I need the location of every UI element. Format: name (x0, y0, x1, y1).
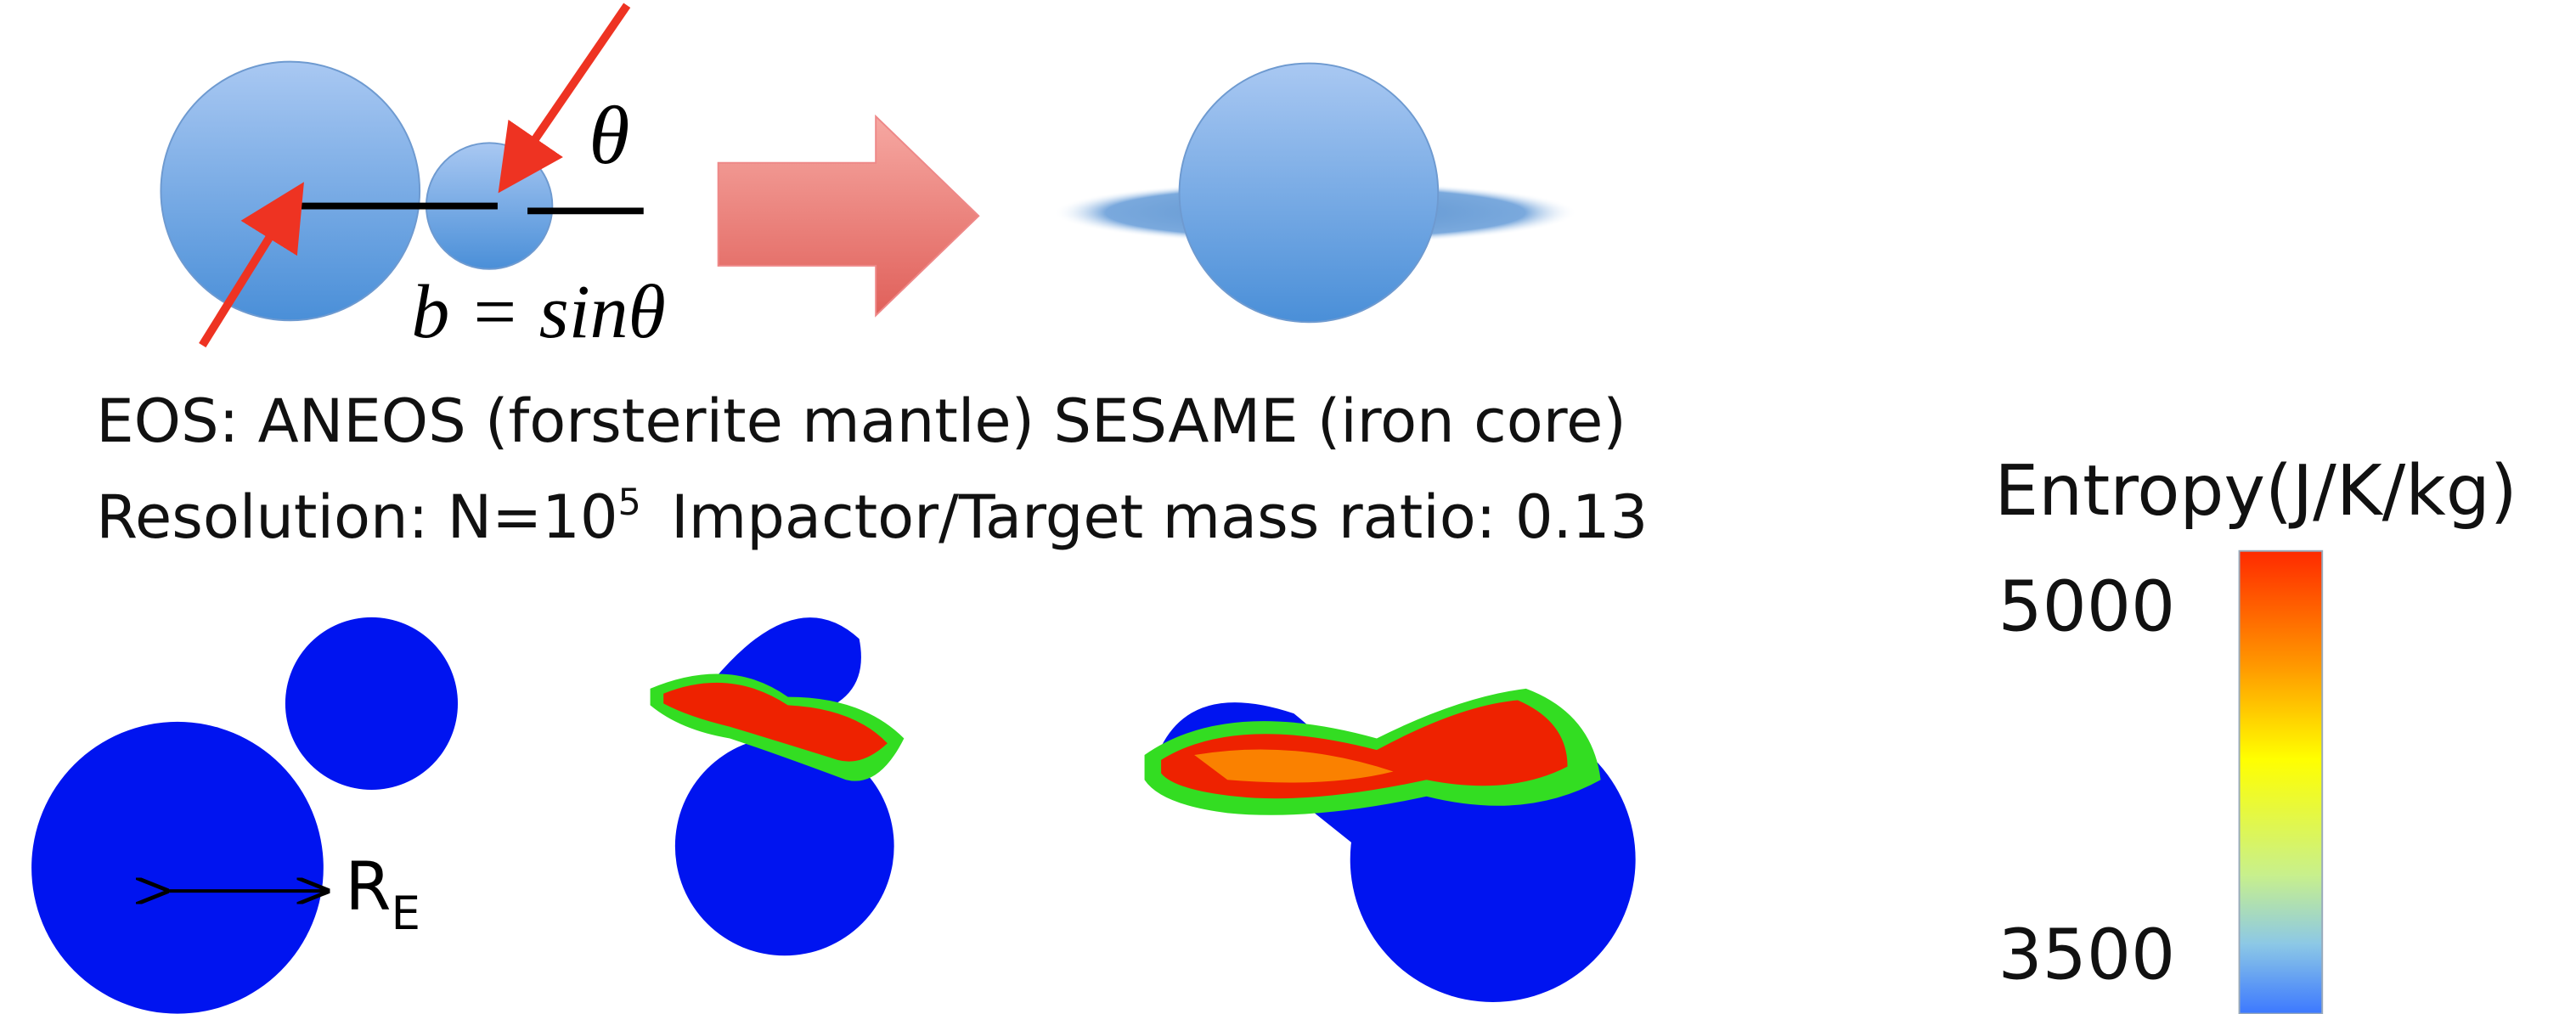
impact-schematic: θ b = sinθ (161, 5, 1577, 354)
radius-subscript: E (392, 886, 421, 940)
target (161, 62, 420, 321)
target-body (31, 722, 324, 1014)
resolution-exponent: 5 (618, 482, 641, 524)
resolution-caption: Resolution: N=105 Impactor/Target mass ra… (96, 482, 1648, 552)
angle-label: θ (589, 90, 629, 182)
radius-label: RE (345, 848, 420, 940)
colorbar-tick: 5000 (1998, 566, 2175, 647)
resolution-prefix: Resolution: N=10 (96, 482, 617, 552)
resolution-rest: Impactor/Target mass ratio: 0.13 (671, 482, 1648, 552)
colorbar-title: Entropy(J/K/kg) (1994, 451, 2517, 532)
colorbar (2240, 551, 2323, 1014)
radius-base: R (345, 848, 391, 926)
snapshots: RE (31, 617, 1636, 1014)
impactor-body (285, 617, 458, 790)
slide: θ b = sinθ EOS: ANEOS (forsterite mantle… (0, 0, 2576, 1014)
impact-parameter: b = sinθ (411, 270, 665, 354)
merged-body (1180, 64, 1439, 323)
colorbar-tick: 3500 (1998, 915, 2175, 996)
eos-caption: EOS: ANEOS (forsterite mantle) SESAME (i… (96, 386, 1626, 456)
process-arrow (719, 116, 979, 315)
